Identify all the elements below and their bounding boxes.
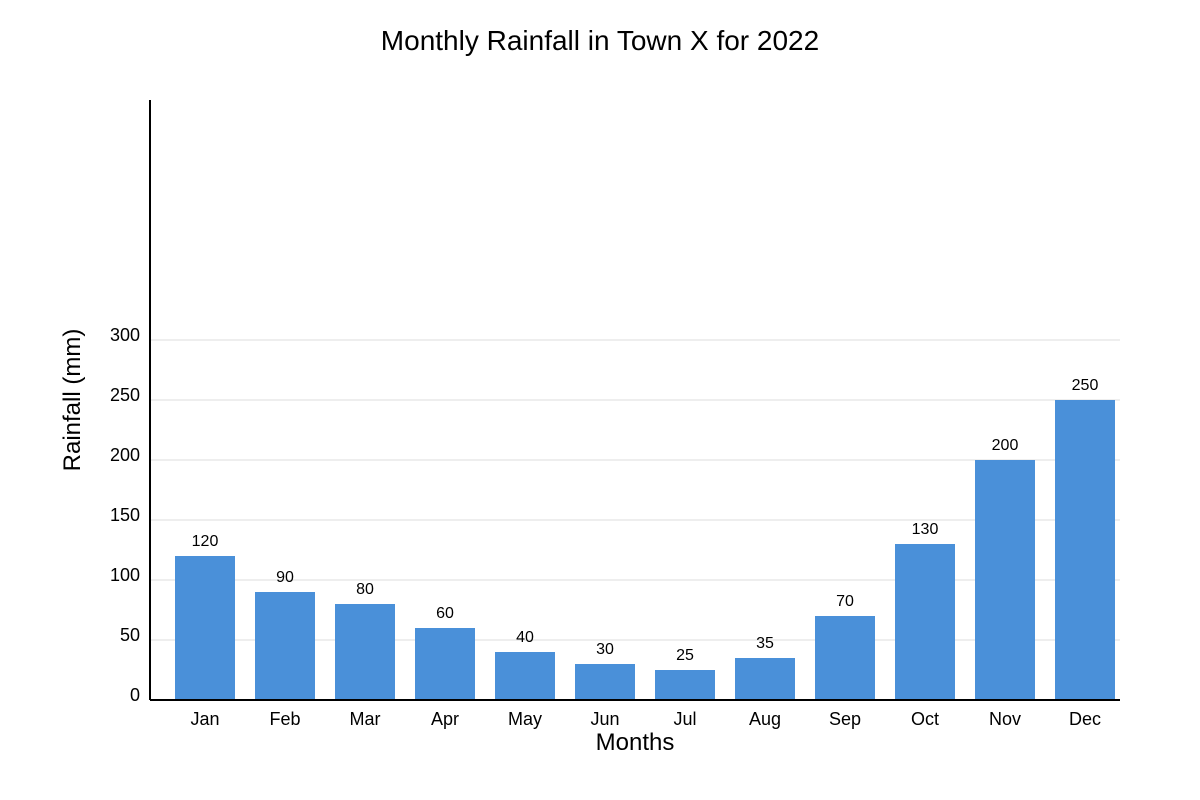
data-label-dec: 250 (1072, 377, 1099, 394)
x-tick-label-may: May (508, 709, 542, 729)
data-label-apr: 60 (436, 605, 454, 622)
y-tick-label: 150 (110, 505, 140, 525)
y-tick-label: 0 (130, 685, 140, 705)
data-labels: 120 90 80 60 40 30 25 35 70 130 200 250 (192, 377, 1099, 664)
bar-apr (415, 628, 475, 700)
data-label-nov: 200 (992, 437, 1019, 454)
bar-aug (735, 658, 795, 700)
x-tick-label-jul: Jul (673, 709, 696, 729)
x-tick-label-oct: Oct (911, 709, 939, 729)
y-tick-labels: 0 50 100 150 200 250 300 (110, 325, 140, 705)
chart-title: Monthly Rainfall in Town X for 2022 (381, 25, 819, 56)
bar-may (495, 652, 555, 700)
data-label-oct: 130 (912, 521, 939, 538)
bar-mar (335, 604, 395, 700)
x-tick-labels: Jan Feb Mar Apr May Jun Jul Aug Sep Oct Nov Dec (190, 709, 1101, 729)
x-tick-label-nov: Nov (989, 709, 1021, 729)
bar-jan (175, 556, 235, 700)
x-tick-label-apr: Apr (431, 709, 459, 729)
bar-nov (975, 460, 1035, 700)
x-tick-label-jan: Jan (190, 709, 219, 729)
data-label-sep: 70 (836, 593, 854, 610)
x-axis-title: Months (596, 729, 675, 756)
data-label-may: 40 (516, 629, 534, 646)
x-tick-label-dec: Dec (1069, 709, 1101, 729)
y-tick-label: 100 (110, 565, 140, 585)
data-label-mar: 80 (356, 581, 374, 598)
data-label-jul: 25 (676, 647, 694, 664)
x-tick-label-sep: Sep (829, 709, 861, 729)
bar-feb (255, 592, 315, 700)
bar-sep (815, 616, 875, 700)
bar-oct (895, 544, 955, 700)
bar-dec (1055, 400, 1115, 700)
y-tick-label: 250 (110, 385, 140, 405)
data-label-jan: 120 (192, 533, 219, 550)
y-tick-label: 200 (110, 445, 140, 465)
x-tick-label-mar: Mar (350, 709, 381, 729)
y-axis-title: Rainfall (mm) (59, 329, 86, 472)
gridlines (150, 339, 1120, 641)
data-label-aug: 35 (756, 635, 774, 652)
y-tick-label: 50 (120, 625, 140, 645)
bar-jun (575, 664, 635, 700)
bar-jul (655, 670, 715, 700)
x-tick-label-feb: Feb (269, 709, 300, 729)
data-label-jun: 30 (596, 641, 614, 658)
data-label-feb: 90 (276, 569, 294, 586)
y-tick-label: 300 (110, 325, 140, 345)
bars (175, 400, 1115, 700)
x-tick-label-aug: Aug (749, 709, 781, 729)
x-tick-label-jun: Jun (590, 709, 619, 729)
